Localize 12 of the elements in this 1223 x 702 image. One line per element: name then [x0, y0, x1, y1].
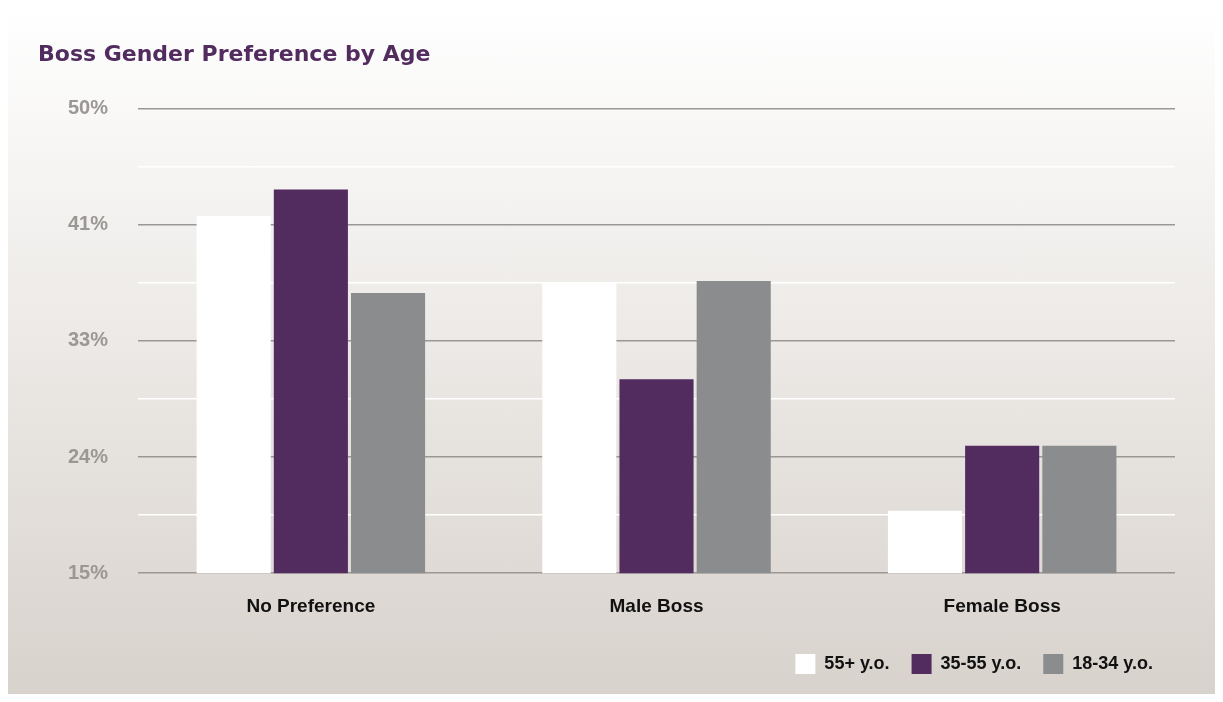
y-tick-label: 41%: [68, 212, 109, 235]
y-tick-label: 24%: [68, 444, 109, 467]
x-tick-label: Female Boss: [943, 594, 1061, 616]
x-tick-label: Male Boss: [609, 594, 704, 616]
y-tick-label: 33%: [68, 328, 109, 351]
legend-label: 35-55 y.o.: [940, 652, 1022, 673]
chart-title: Boss Gender Preference by Age: [38, 40, 431, 66]
y-tick-label: 15%: [68, 560, 109, 583]
legend-label: 18-34 y.o.: [1072, 652, 1154, 673]
y-tick-label: 50%: [68, 95, 109, 118]
x-tick-label: No Preference: [246, 594, 376, 616]
legend-label: 55+ y.o.: [824, 652, 890, 673]
